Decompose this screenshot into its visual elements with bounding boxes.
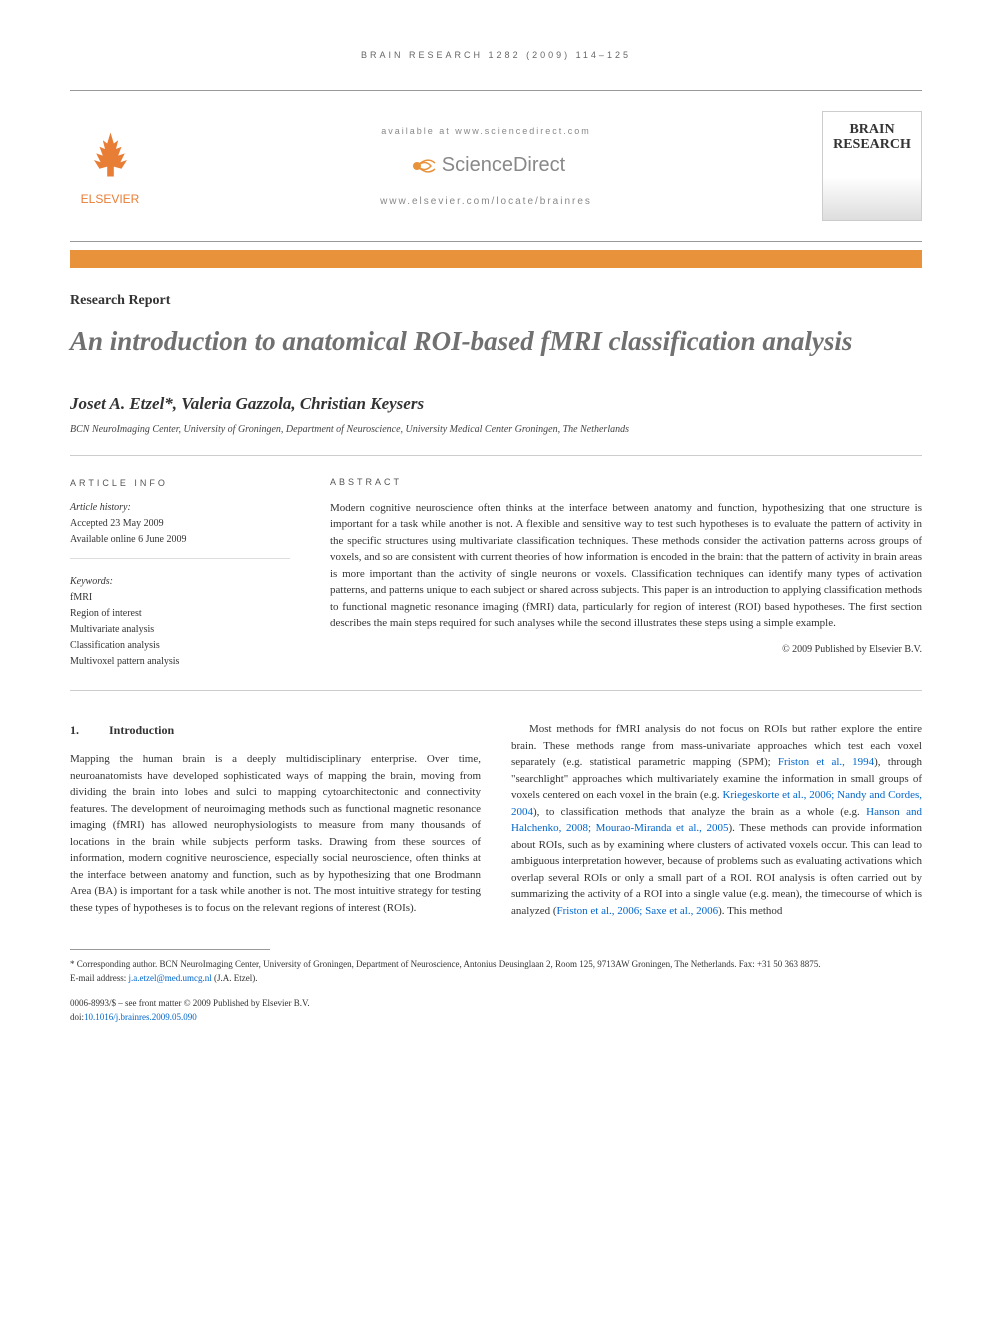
keyword: fMRI — [70, 590, 290, 606]
body-columns: 1. Introduction Mapping the human brain … — [70, 721, 922, 919]
available-at-text: available at www.sciencedirect.com — [150, 126, 822, 136]
abstract-heading: ABSTRACT — [330, 476, 922, 490]
keyword: Classification analysis — [70, 638, 290, 654]
sciencedirect-icon — [407, 151, 437, 181]
copyright: © 2009 Published by Elsevier B.V. — [330, 642, 922, 657]
article-type: Research Report — [70, 293, 922, 309]
history-label: Article history: — [70, 500, 290, 516]
section-title: Introduction — [109, 721, 174, 739]
journal-cover-title-2: RESEARCH — [833, 137, 911, 152]
section-number: 1. — [70, 721, 79, 739]
article-info-heading: ARTICLE INFO — [70, 476, 290, 490]
running-header: BRAIN RESEARCH 1282 (2009) 114–125 — [70, 50, 922, 60]
keywords-block: Keywords: fMRI Region of interest Multiv… — [70, 574, 290, 670]
keyword: Region of interest — [70, 606, 290, 622]
email-label: E-mail address: — [70, 973, 128, 983]
abstract-text: Modern cognitive neuroscience often thin… — [330, 500, 922, 632]
article-history-block: Article history: Accepted 23 May 2009 Av… — [70, 500, 290, 559]
online-date: Available online 6 June 2009 — [70, 532, 290, 548]
authors: Joset A. Etzel*, Valeria Gazzola, Christ… — [70, 394, 922, 414]
citation-link[interactable]: Friston et al., 2006; Saxe et al., 2006 — [557, 905, 719, 917]
body-paragraph: Mapping the human brain is a deeply mult… — [70, 751, 481, 916]
body-column-right: Most methods for fMRI analysis do not fo… — [511, 721, 922, 919]
publisher-name: ELSEVIER — [70, 192, 150, 206]
elsevier-tree-icon — [83, 127, 138, 182]
affiliation: BCN NeuroImaging Center, University of G… — [70, 424, 922, 456]
corresponding-author-note: * Corresponding author. BCN NeuroImaging… — [70, 958, 922, 972]
sciencedirect-text: ScienceDirect — [442, 154, 565, 177]
body-paragraph: Most methods for fMRI analysis do not fo… — [511, 721, 922, 919]
sciencedirect-logo[interactable]: ScienceDirect — [150, 151, 822, 181]
doi-label: doi: — [70, 1012, 84, 1022]
abstract-column: ABSTRACT Modern cognitive neuroscience o… — [330, 476, 922, 670]
accent-bar — [70, 250, 922, 268]
body-column-left: 1. Introduction Mapping the human brain … — [70, 721, 481, 919]
footer-info: 0006-8993/$ – see front matter © 2009 Pu… — [70, 997, 922, 1024]
journal-cover: BRAIN RESEARCH — [822, 111, 922, 221]
doi-line: doi:10.1016/j.brainres.2009.05.090 — [70, 1011, 922, 1025]
article-info-column: ARTICLE INFO Article history: Accepted 2… — [70, 476, 290, 670]
footnote-separator — [70, 949, 270, 958]
email-suffix: (J.A. Etzel). — [212, 973, 258, 983]
issn-line: 0006-8993/$ – see front matter © 2009 Pu… — [70, 997, 922, 1011]
meta-section: ARTICLE INFO Article history: Accepted 2… — [70, 476, 922, 691]
doi-link[interactable]: 10.1016/j.brainres.2009.05.090 — [84, 1012, 197, 1022]
header-center: available at www.sciencedirect.com Scien… — [150, 126, 822, 207]
journal-cover-title-1: BRAIN — [849, 122, 894, 137]
keyword: Multivoxel pattern analysis — [70, 654, 290, 670]
publisher-logo: ELSEVIER — [70, 127, 150, 206]
footnotes: * Corresponding author. BCN NeuroImaging… — [70, 958, 922, 985]
section-heading: 1. Introduction — [70, 721, 481, 739]
email-line: E-mail address: j.a.etzel@med.umcg.nl (J… — [70, 972, 922, 986]
article-title: An introduction to anatomical ROI-based … — [70, 324, 922, 359]
email-link[interactable]: j.a.etzel@med.umcg.nl — [128, 973, 211, 983]
header-box: ELSEVIER available at www.sciencedirect.… — [70, 90, 922, 242]
citation-link[interactable]: Friston et al., 1994 — [778, 756, 874, 768]
keywords-label: Keywords: — [70, 574, 290, 590]
keyword: Multivariate analysis — [70, 622, 290, 638]
accepted-date: Accepted 23 May 2009 — [70, 516, 290, 532]
article-page: BRAIN RESEARCH 1282 (2009) 114–125 ELSEV… — [0, 0, 992, 1054]
journal-url[interactable]: www.elsevier.com/locate/brainres — [150, 196, 822, 207]
